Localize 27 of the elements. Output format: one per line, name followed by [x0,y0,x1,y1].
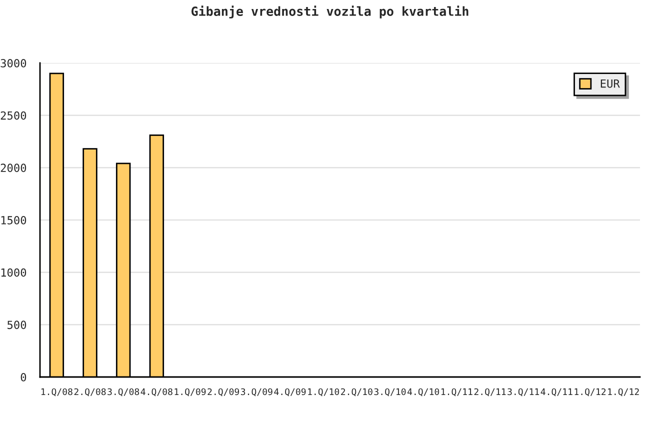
x-tick-label: 4.Q/09 [274,388,306,396]
x-tick-label: 2.Q/09 [208,388,240,396]
x-tick-label: 4.Q/11 [540,388,572,396]
x-tick-label: 1.Q/09 [174,388,206,396]
legend-label: EUR [600,80,620,88]
x-tick-label: 3.Q/09 [240,388,272,396]
y-tick-label: 3000 [0,59,26,68]
x-tick-label: 4.Q/10 [407,388,440,396]
x-tick-label: 2.Q/08 [74,388,106,396]
x-tick-label: 2.Q/11 [474,388,506,396]
y-tick-label: 500 [8,320,26,330]
x-tick-label: 3.Q/10 [374,388,406,396]
y-tick-label: 2000 [0,164,26,172]
x-tick-label: 1.Q/11 [441,388,472,396]
x-tick-label: 3.Q/11 [508,388,540,396]
x-tick-label: 3.Q/08 [108,388,140,396]
chart-title: Gibanje vrednosti vozila po kvartalih [191,6,468,18]
y-tick-label: 1000 [1,268,26,277]
x-tick-label: 1.Q/10 [308,388,340,396]
y-tick-label: 2500 [0,111,26,120]
x-tick-label: 4.Q/08 [140,388,172,396]
x-tick-label: 1.Q/12 [574,388,606,396]
x-tick-label: 1.Q/08 [41,388,72,396]
x-tick-label: 1.Q/12 [608,388,639,396]
y-tick-label: 1500 [1,216,26,224]
x-tick-label: 2.Q/10 [341,388,372,396]
y-tick-label: 0 [20,373,26,382]
